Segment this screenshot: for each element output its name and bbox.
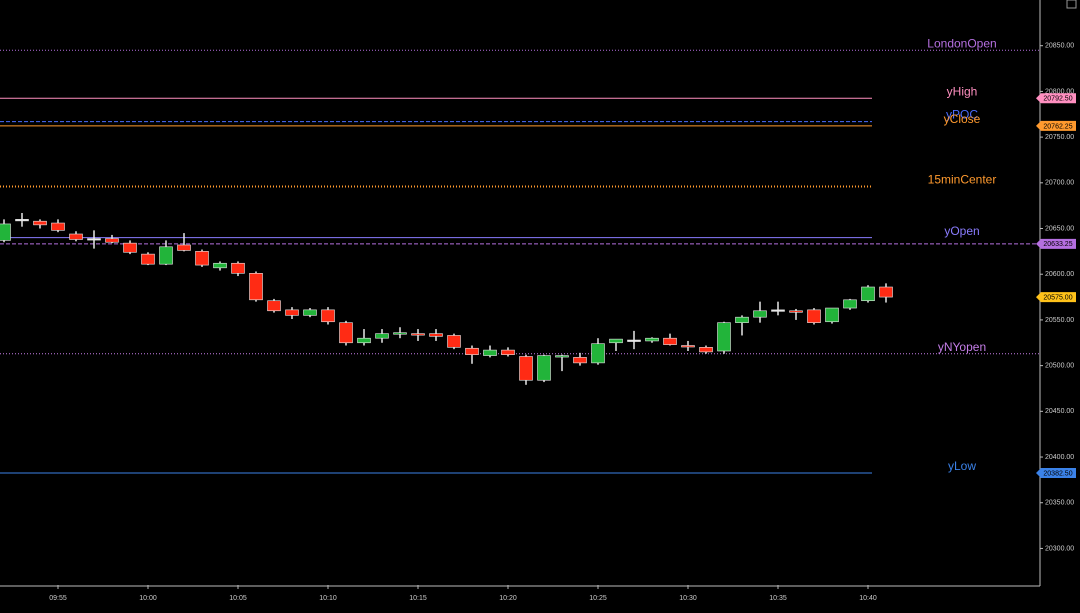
x-tick-label: 10:10	[319, 595, 337, 602]
y-tick-label: 20850.00	[1045, 43, 1074, 50]
candle-body	[285, 309, 299, 316]
candle-body	[393, 332, 407, 335]
candle-body	[195, 251, 209, 266]
y-tick-label: 20550.00	[1045, 317, 1074, 324]
candle-body	[519, 356, 533, 381]
y-tick-label: 20300.00	[1045, 545, 1074, 552]
y-tick-label: 20750.00	[1045, 134, 1074, 141]
candle-body	[555, 355, 569, 358]
candle-body	[843, 299, 857, 309]
x-tick-label: 10:35	[769, 595, 787, 602]
price-tag	[1036, 238, 1076, 249]
y-tick-label: 20800.00	[1045, 88, 1074, 95]
candle-body	[447, 335, 461, 348]
price-tag-label: 20792.50	[1043, 96, 1072, 103]
candle-body	[321, 309, 335, 323]
candle-body	[465, 347, 479, 355]
price-tag	[1036, 93, 1076, 104]
x-tick-label: 10:15	[409, 595, 427, 602]
candle-body	[339, 322, 353, 344]
y-tick-label: 20450.00	[1045, 408, 1074, 415]
candle-body	[627, 339, 641, 342]
x-tick-label: 10:40	[859, 595, 877, 602]
x-tick-label: 10:00	[139, 595, 157, 602]
price-tag	[1036, 468, 1076, 479]
candle-body	[87, 238, 101, 241]
candle-body	[411, 333, 425, 336]
candle-body	[537, 355, 551, 381]
x-tick-label: 10:30	[679, 595, 697, 602]
candle-body	[681, 345, 695, 348]
candle-body	[717, 322, 731, 352]
candle-body	[51, 222, 65, 231]
candle-body	[69, 233, 83, 240]
price-tag-label: 20633.25	[1043, 241, 1072, 248]
level-label: 15minCenter	[928, 173, 997, 187]
candle-body	[807, 309, 821, 323]
level-label: yOpen	[944, 224, 979, 238]
candle-body	[249, 273, 263, 301]
candle-body	[771, 309, 785, 312]
candle-body	[645, 337, 659, 342]
candle-body	[213, 262, 227, 269]
x-tick-label: 10:20	[499, 595, 517, 602]
candle-body	[33, 220, 47, 226]
level-label: yClose	[944, 112, 981, 126]
candle-body	[429, 333, 443, 337]
price-tag	[1036, 120, 1076, 131]
candle-body	[825, 307, 839, 323]
candle-body	[609, 338, 623, 344]
level-label: yPOC	[946, 108, 978, 122]
x-tick-label: 10:25	[589, 595, 607, 602]
candle-body	[303, 309, 317, 316]
x-tick-label: 10:05	[229, 595, 247, 602]
corner-button[interactable]	[1066, 0, 1077, 9]
candle-body	[663, 337, 677, 345]
candle-body	[177, 244, 191, 251]
candle-body	[15, 219, 29, 222]
price-tag-label: 20575.00	[1043, 294, 1072, 301]
level-label: yNYopen	[938, 340, 986, 354]
candle-body	[267, 300, 281, 312]
x-tick-label: 09:55	[49, 595, 67, 602]
candle-body	[159, 246, 173, 265]
candle-body	[231, 262, 245, 274]
candle-body	[735, 316, 749, 323]
level-label: LondonOpen	[927, 36, 996, 50]
candle-body	[879, 286, 893, 298]
price-tag-label: 20382.50	[1043, 470, 1072, 477]
price-tag-label: 20762.25	[1043, 123, 1072, 130]
candle-body	[123, 242, 137, 253]
candle-body	[105, 238, 119, 243]
candle-body	[699, 347, 713, 353]
candle-body	[0, 223, 11, 241]
candle-body	[861, 286, 875, 302]
y-tick-label: 20650.00	[1045, 225, 1074, 232]
candle-body	[591, 343, 605, 364]
candle-body	[753, 310, 767, 318]
candle-body	[501, 349, 515, 355]
y-tick-label: 20700.00	[1045, 180, 1074, 187]
candle-body	[483, 349, 497, 356]
level-label: yLow	[948, 459, 976, 473]
candle-body	[357, 337, 371, 344]
candle-body	[141, 253, 155, 265]
level-label: yHigh	[947, 84, 978, 98]
y-tick-label: 20350.00	[1045, 500, 1074, 507]
candle-body	[789, 310, 803, 313]
y-tick-label: 20600.00	[1045, 271, 1074, 278]
candle-body	[573, 357, 587, 364]
candle-body	[375, 333, 389, 339]
y-tick-label: 20400.00	[1045, 454, 1074, 461]
price-tag	[1036, 292, 1076, 303]
y-tick-label: 20500.00	[1045, 362, 1074, 369]
